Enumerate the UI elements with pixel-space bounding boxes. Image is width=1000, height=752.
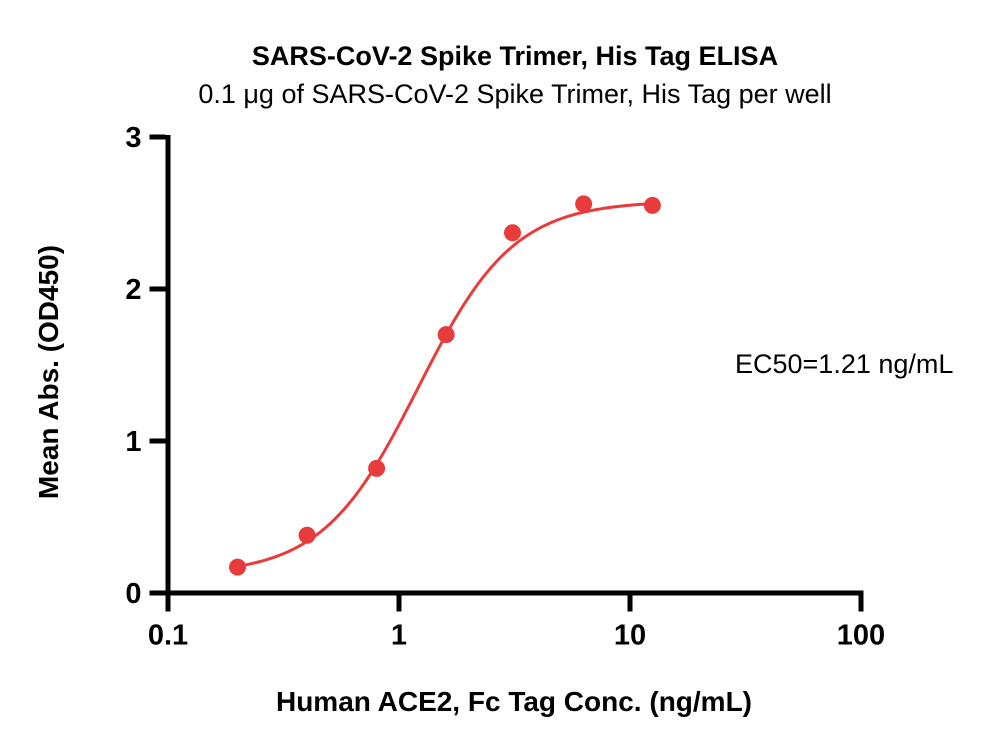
y-tick-label: 0 (125, 578, 141, 610)
data-point (298, 526, 316, 544)
axes (165, 135, 864, 596)
chart-title: SARS-CoV-2 Spike Trimer, His Tag ELISA (252, 41, 778, 71)
x-axis-label: Human ACE2, Fc Tag Conc. (ng/mL) (276, 686, 752, 717)
data-point (643, 196, 661, 214)
y-tick-label: 1 (125, 426, 141, 458)
x-tick-label: 0.1 (148, 620, 188, 652)
ec50-annotation: EC50=1.21 ng/mL (735, 349, 953, 379)
y-tick-label: 3 (125, 122, 141, 154)
tick-labels: 0 1 2 3 0.1 1 10 100 (125, 122, 885, 652)
chart-subtitle: 0.1 μg of SARS-CoV-2 Spike Trimer, His T… (198, 79, 831, 109)
axis-ticks (149, 134, 864, 612)
data-point (504, 224, 521, 242)
data-point (437, 326, 455, 344)
x-tick-label: 1 (391, 620, 407, 652)
y-axis-label: Mean Abs. (OD450) (33, 245, 64, 499)
fit-curve (233, 202, 654, 569)
data-point (575, 195, 593, 213)
curve-layer (233, 202, 654, 569)
x-tick-label: 100 (837, 620, 885, 652)
data-point (368, 459, 386, 477)
data-point (229, 558, 247, 576)
y-tick-label: 2 (125, 274, 141, 306)
x-tick-label: 10 (614, 620, 646, 652)
point-layer (229, 195, 661, 576)
